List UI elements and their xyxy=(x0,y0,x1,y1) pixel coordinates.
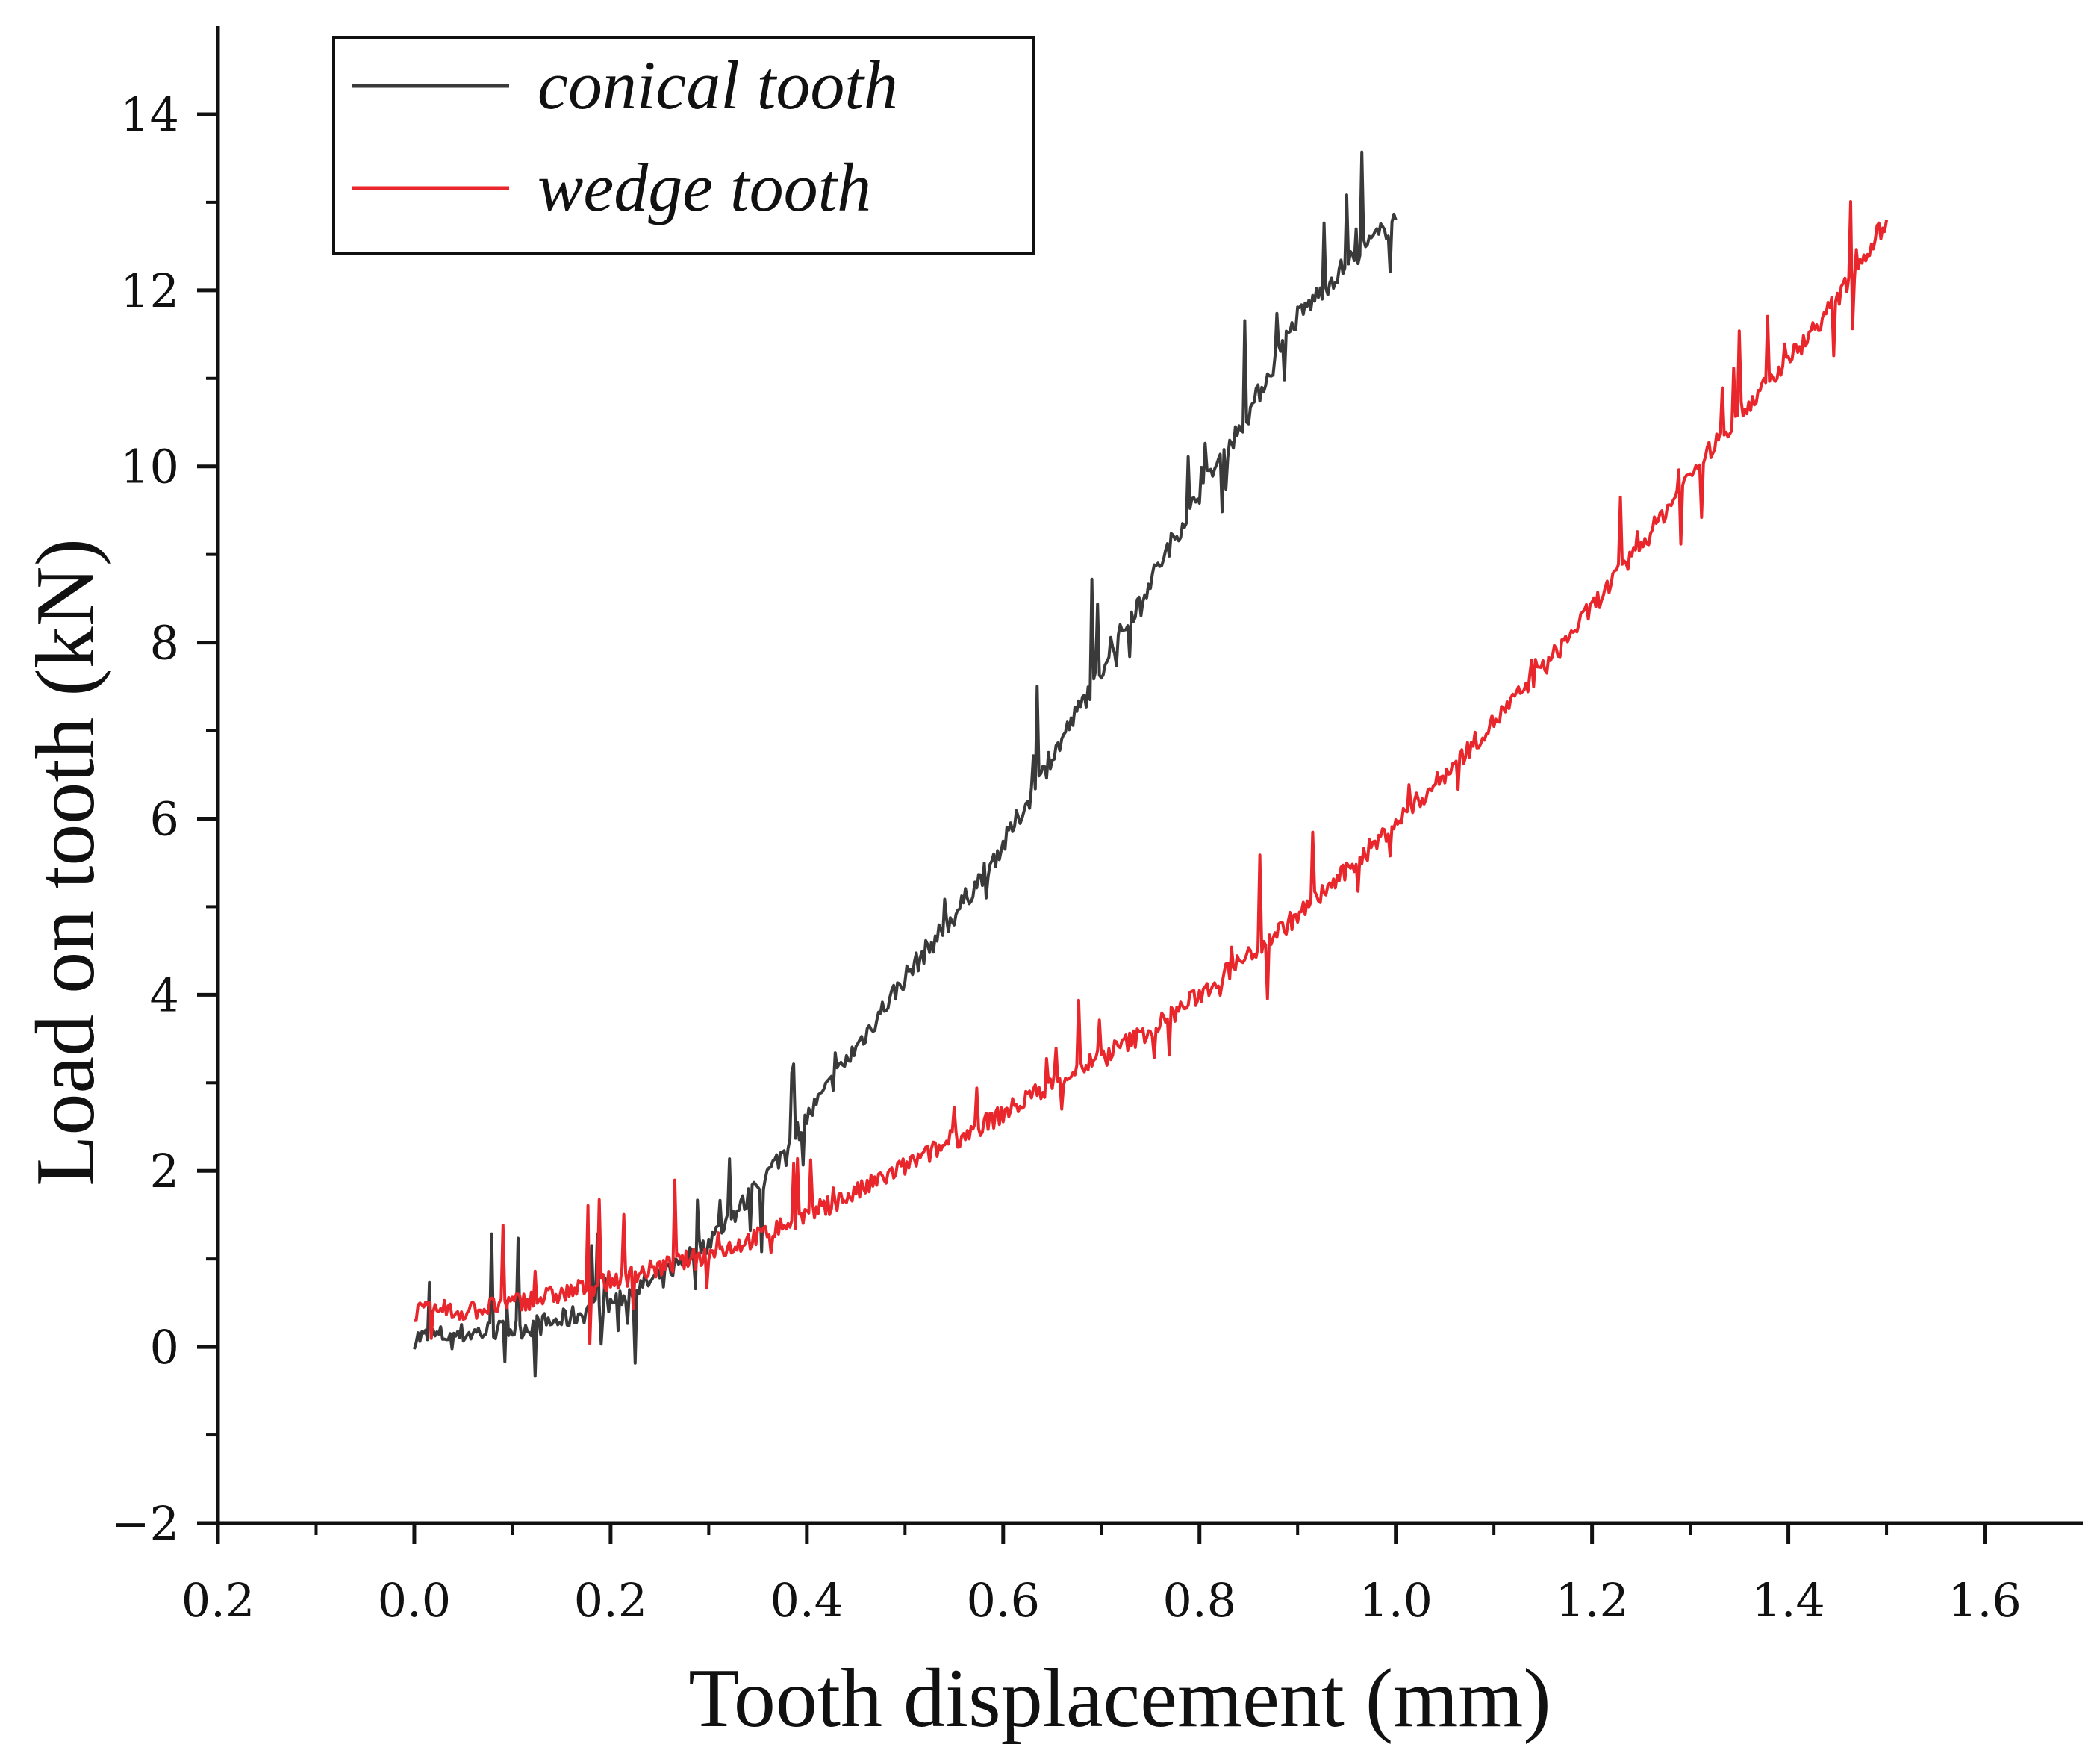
y-axis-ticks: −2 0 2 4 6 8 10 12 14 xyxy=(111,87,218,1551)
legend: conical tooth wedge tooth xyxy=(332,36,1035,255)
legend-box xyxy=(332,36,1035,255)
legend-label-conical-tooth: conical tooth xyxy=(538,47,898,123)
y-tick-label: 4 xyxy=(150,968,179,1022)
series-layer xyxy=(412,150,1889,1378)
y-tick-label: 12 xyxy=(120,264,179,318)
y-tick-label: 8 xyxy=(150,616,179,670)
y-tick-label: 6 xyxy=(150,791,179,846)
y-axis-title: Load on tooth (kN) xyxy=(19,538,112,1186)
legend-label-wedge-tooth: wedge tooth xyxy=(538,149,871,225)
y-tick-label: −2 xyxy=(111,1496,179,1551)
x-tick-label: 0.2 xyxy=(181,1573,255,1628)
y-tick-label: 0 xyxy=(150,1320,179,1375)
x-axis-ticks: 0.2 0.0 0.2 0.4 0.6 0.8 1.0 1.2 1.4 1.6 xyxy=(181,1523,2022,1628)
x-tick-label: 1.4 xyxy=(1751,1573,1825,1628)
x-tick-label: 0.6 xyxy=(966,1573,1040,1628)
x-tick-label: 0.2 xyxy=(574,1573,648,1628)
x-tick-label: 1.2 xyxy=(1555,1573,1629,1628)
series-line-conical-tooth xyxy=(412,150,1398,1378)
series-line-wedge-tooth xyxy=(414,200,1889,1345)
y-tick-label: 14 xyxy=(120,87,179,142)
x-tick-label: 0.8 xyxy=(1162,1573,1236,1628)
x-tick-label: 1.6 xyxy=(1948,1573,2022,1628)
y-tick-label: 10 xyxy=(120,440,179,494)
x-tick-label: 1.0 xyxy=(1359,1573,1433,1628)
x-axis-title: Tooth displacement (mm) xyxy=(688,1652,1551,1745)
x-tick-label: 0.0 xyxy=(378,1573,452,1628)
x-tick-label: 0.4 xyxy=(770,1573,844,1628)
y-tick-label: 2 xyxy=(150,1144,179,1198)
plot-frame xyxy=(216,26,2083,1525)
